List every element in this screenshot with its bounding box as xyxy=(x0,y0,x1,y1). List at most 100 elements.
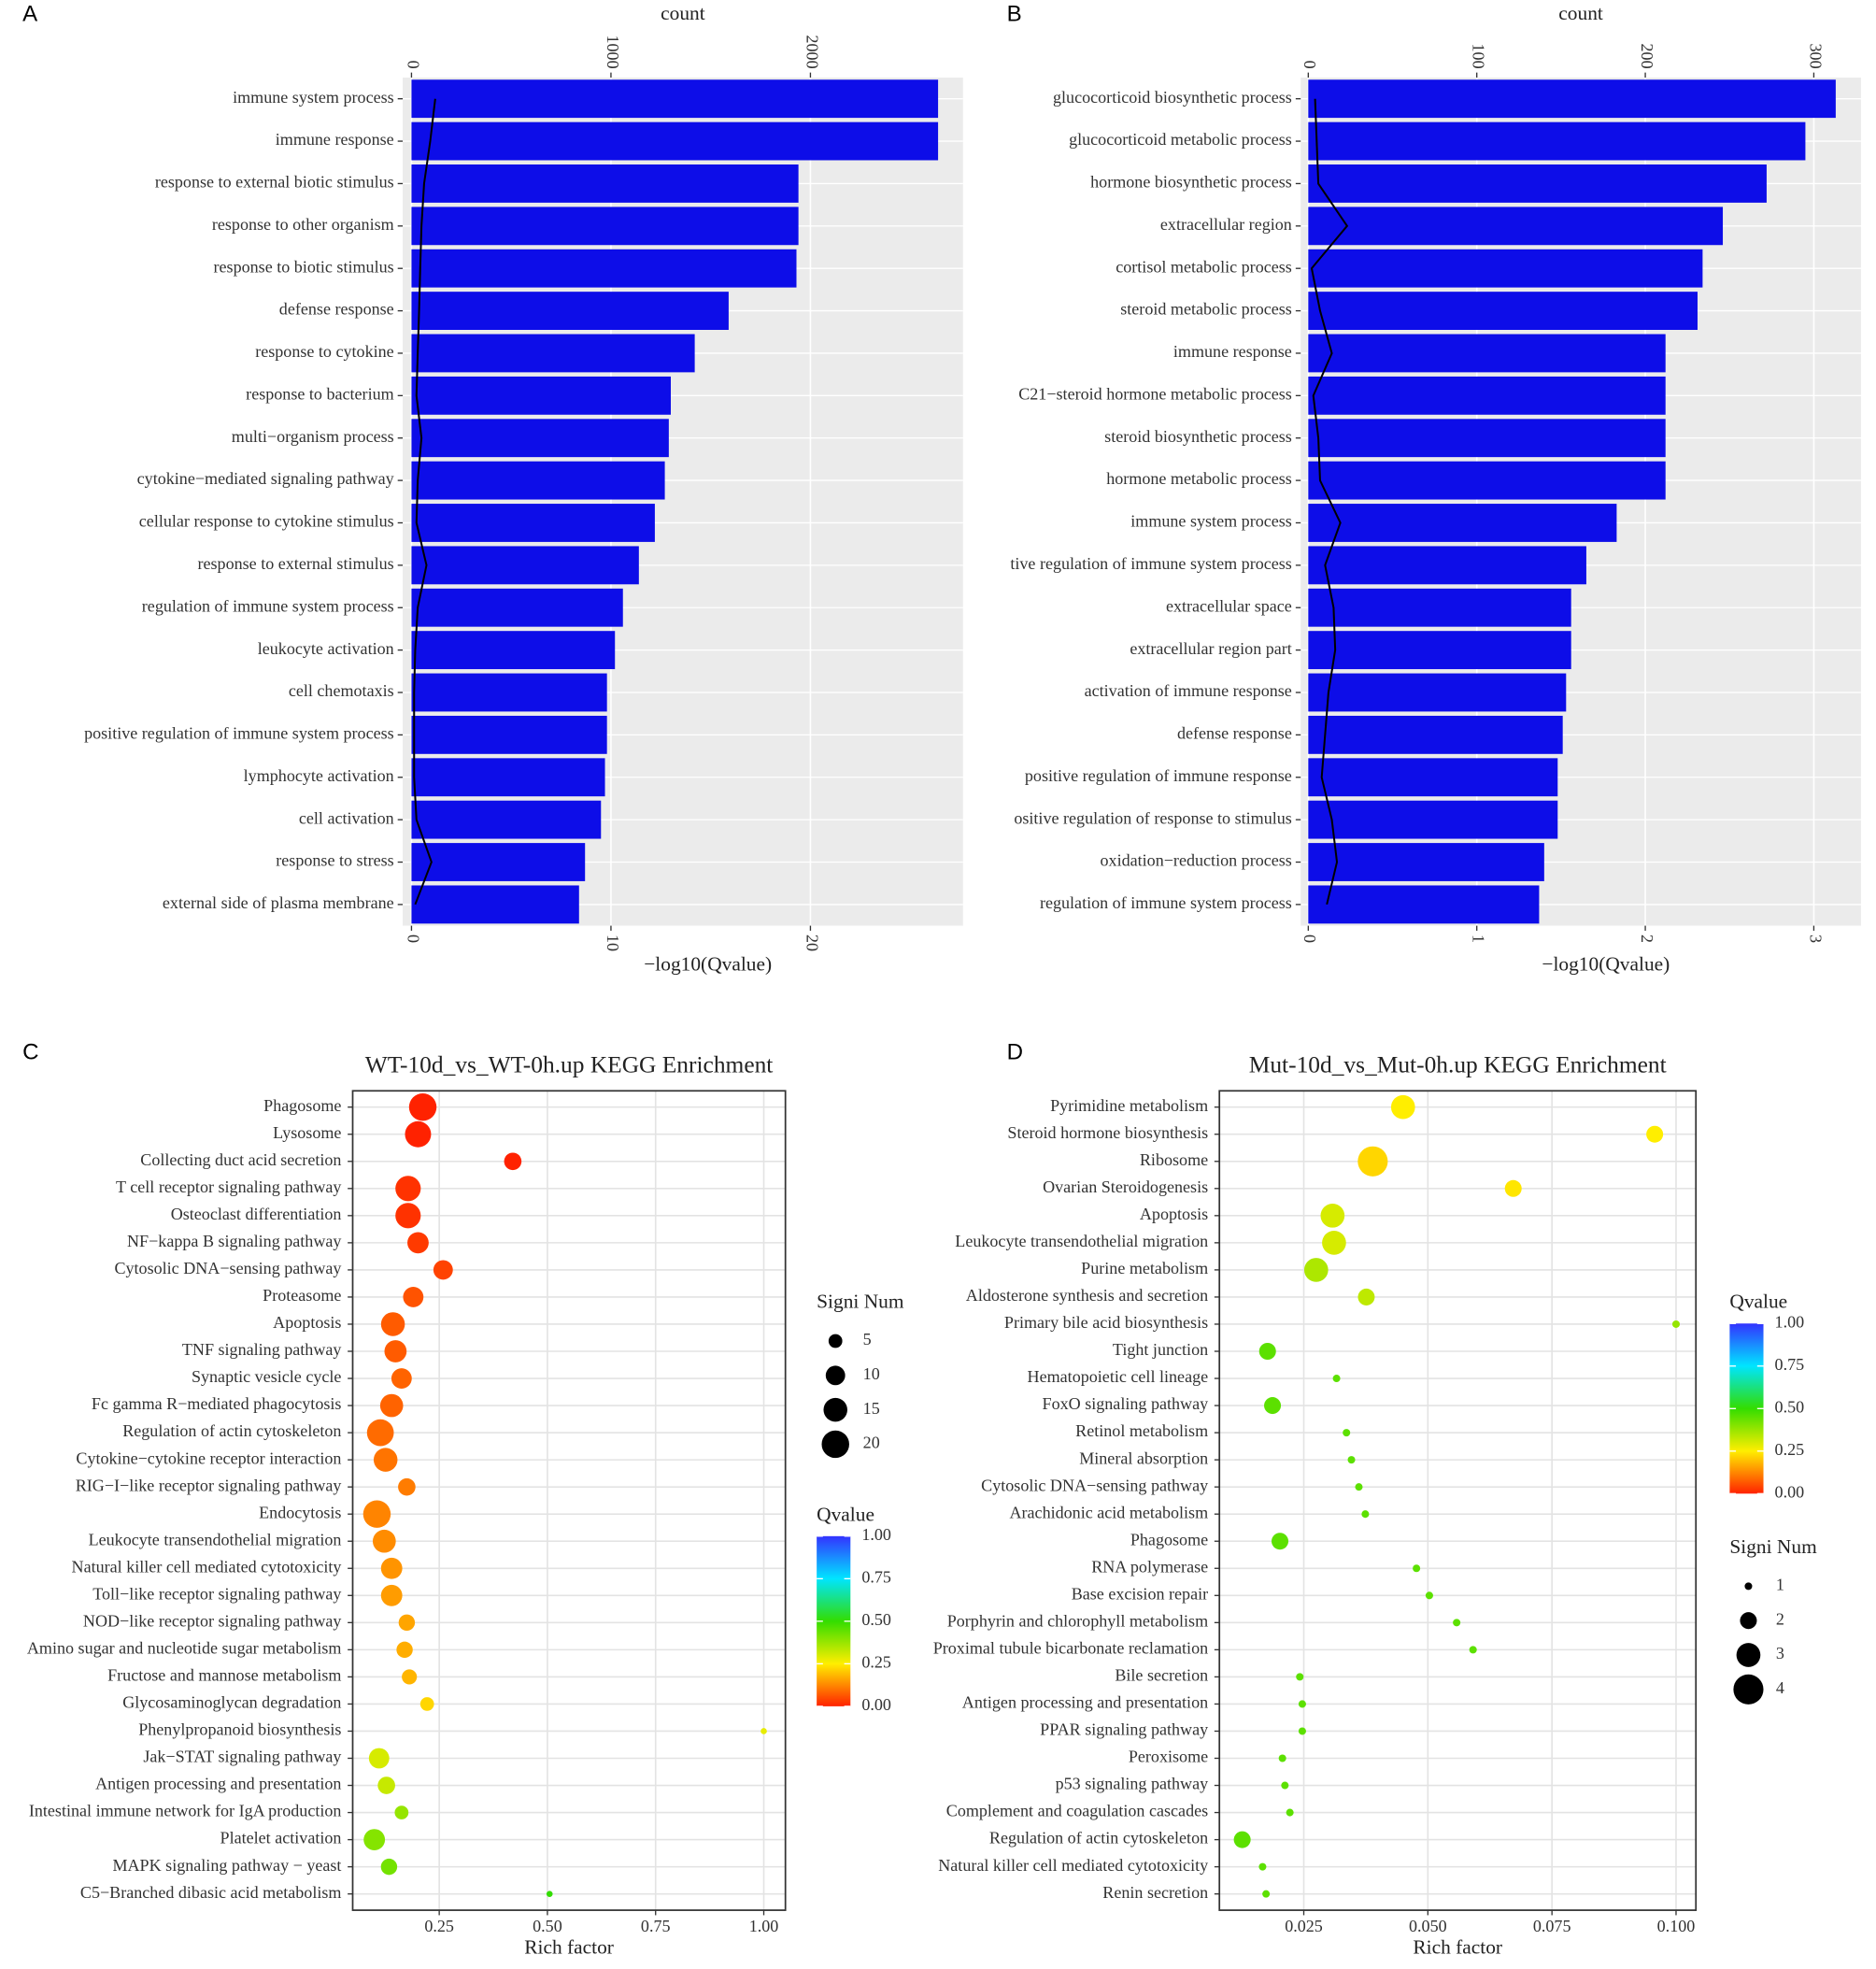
point xyxy=(504,1152,522,1171)
y-tick-label: Porphyrin and chlorophyll metabolism xyxy=(947,1611,1208,1630)
y-tick-label: Leukocyte transendothelial migration xyxy=(955,1232,1208,1250)
y-tick-label: cellular response to cytokine stimulus xyxy=(139,512,394,531)
bar xyxy=(1308,334,1666,373)
bar xyxy=(411,631,616,670)
y-tick-label: response to external biotic stimulus xyxy=(155,173,394,192)
x2-axis-title: count xyxy=(1558,2,1603,24)
y-tick-label: external side of plasma membrane xyxy=(163,893,394,912)
panel-border xyxy=(1218,1090,1698,1911)
colorbar-label: 0.50 xyxy=(1775,1397,1805,1416)
point xyxy=(1303,1258,1329,1282)
x-tick-label: 0.50 xyxy=(533,1917,562,1935)
y-tick-label: ositive regulation of response to stimul… xyxy=(1014,808,1292,827)
y-tick-label: Proximal tubule bicarbonate reclamation xyxy=(933,1639,1208,1658)
bar xyxy=(1308,546,1586,585)
y-tick-label: Renin secretion xyxy=(1102,1883,1208,1902)
point xyxy=(379,1393,404,1418)
y-tick-label: Phagosome xyxy=(263,1096,341,1115)
panel-background xyxy=(1300,77,1861,926)
y-tick-label: regulation of immune system process xyxy=(1040,893,1292,912)
x2-tick-label: 300 xyxy=(1806,44,1825,69)
point xyxy=(363,1829,386,1851)
x-tick-label: 0.075 xyxy=(1533,1917,1571,1935)
y-tick-label: NF−kappa B signaling pathway xyxy=(127,1232,341,1250)
bar xyxy=(1308,79,1836,119)
y-tick-label: Cytosolic DNA−sensing pathway xyxy=(114,1259,341,1277)
y-tick-label: Glycosaminoglycan degradation xyxy=(122,1693,341,1712)
y-tick-label: Cytosolic DNA−sensing pathway xyxy=(981,1476,1208,1494)
bar xyxy=(1308,419,1666,458)
bar xyxy=(1308,843,1544,881)
y-tick-label: immune system process xyxy=(1130,512,1292,531)
y-tick-label: Retinol metabolism xyxy=(1075,1421,1208,1440)
x-tick-label: 0.75 xyxy=(641,1917,671,1935)
bar xyxy=(1308,207,1724,246)
x2-tick-label: 100 xyxy=(1470,44,1488,69)
x-tick-label: 0 xyxy=(404,935,422,943)
bar xyxy=(411,334,695,373)
y-tick-label: Aldosterone synthesis and secretion xyxy=(966,1286,1208,1305)
point xyxy=(1343,1429,1351,1437)
y-tick-label: positive regulation of immune response xyxy=(1025,766,1292,785)
x2-tick-label: 0 xyxy=(404,61,422,69)
y-tick-label: PPAR signaling pathway xyxy=(1040,1720,1208,1739)
y-tick-label: Toll−like receptor signaling pathway xyxy=(92,1584,341,1603)
point xyxy=(396,1641,413,1659)
y-tick-label: lymphocyte activation xyxy=(244,766,394,785)
point xyxy=(1264,1397,1282,1415)
size-legend-dot xyxy=(1744,1582,1753,1591)
y-tick-label: glucocorticoid biosynthetic process xyxy=(1053,88,1292,107)
y-tick-label: Complement and coagulation cascades xyxy=(946,1802,1208,1820)
point xyxy=(1272,1533,1289,1550)
bar xyxy=(411,588,623,627)
point xyxy=(1281,1781,1289,1790)
y-tick-label: extracellular region part xyxy=(1130,639,1292,658)
point xyxy=(1347,1456,1356,1464)
bar xyxy=(1308,715,1563,754)
y-tick-label: glucocorticoid metabolic process xyxy=(1069,130,1292,149)
y-tick-label: response to bacterium xyxy=(246,384,394,403)
panel-label: D xyxy=(1007,1039,1023,1064)
bar xyxy=(411,758,605,797)
y-tick-label: Phagosome xyxy=(1130,1530,1208,1548)
bar xyxy=(411,461,665,500)
point xyxy=(405,1120,432,1148)
colorbar-label: 0.00 xyxy=(861,1695,891,1714)
point xyxy=(1296,1673,1304,1681)
y-tick-label: immune system process xyxy=(233,88,394,107)
y-tick-label: RIG−I−like receptor signaling pathway xyxy=(76,1476,342,1494)
y-tick-label: Peroxisome xyxy=(1129,1748,1208,1766)
bar xyxy=(1308,292,1698,331)
bar xyxy=(411,504,655,542)
panel-background xyxy=(403,77,963,926)
y-tick-label: Platelet activation xyxy=(220,1829,342,1848)
point xyxy=(368,1748,390,1769)
point xyxy=(546,1891,553,1897)
colorbar-label: 0.75 xyxy=(1775,1355,1805,1374)
x-tick-label: 1.00 xyxy=(749,1917,779,1935)
bar xyxy=(411,164,799,203)
point xyxy=(1298,1700,1306,1708)
y-tick-label: Primary bile acid biosynthesis xyxy=(1004,1313,1208,1332)
y-tick-label: Collecting duct acid secretion xyxy=(140,1150,341,1169)
y-tick-label: Hematopoietic cell lineage xyxy=(1028,1367,1209,1386)
y-tick-label: Ovarian Steroidogenesis xyxy=(1043,1177,1208,1196)
y-tick-label: Antigen processing and presentation xyxy=(962,1693,1208,1712)
y-tick-label: Intestinal immune network for IgA produc… xyxy=(29,1802,342,1820)
y-tick-label: Leukocyte transendothelial migration xyxy=(89,1530,342,1548)
colorbar-label: 0.25 xyxy=(861,1653,891,1672)
x-axis-title: Rich factor xyxy=(1413,1935,1502,1958)
bar xyxy=(411,885,579,924)
bar xyxy=(411,673,607,712)
y-tick-label: leukocyte activation xyxy=(258,639,394,658)
y-tick-label: activation of immune response xyxy=(1085,681,1292,700)
point xyxy=(403,1287,424,1307)
x-tick-label: 20 xyxy=(803,935,821,951)
y-tick-label: Steroid hormone biosynthesis xyxy=(1007,1123,1208,1142)
point xyxy=(373,1448,398,1472)
bar xyxy=(411,546,639,585)
y-tick-label: oxidation−reduction process xyxy=(1101,851,1292,870)
bar xyxy=(411,419,669,458)
y-tick-label: Proteasome xyxy=(263,1286,341,1305)
point xyxy=(366,1419,394,1447)
